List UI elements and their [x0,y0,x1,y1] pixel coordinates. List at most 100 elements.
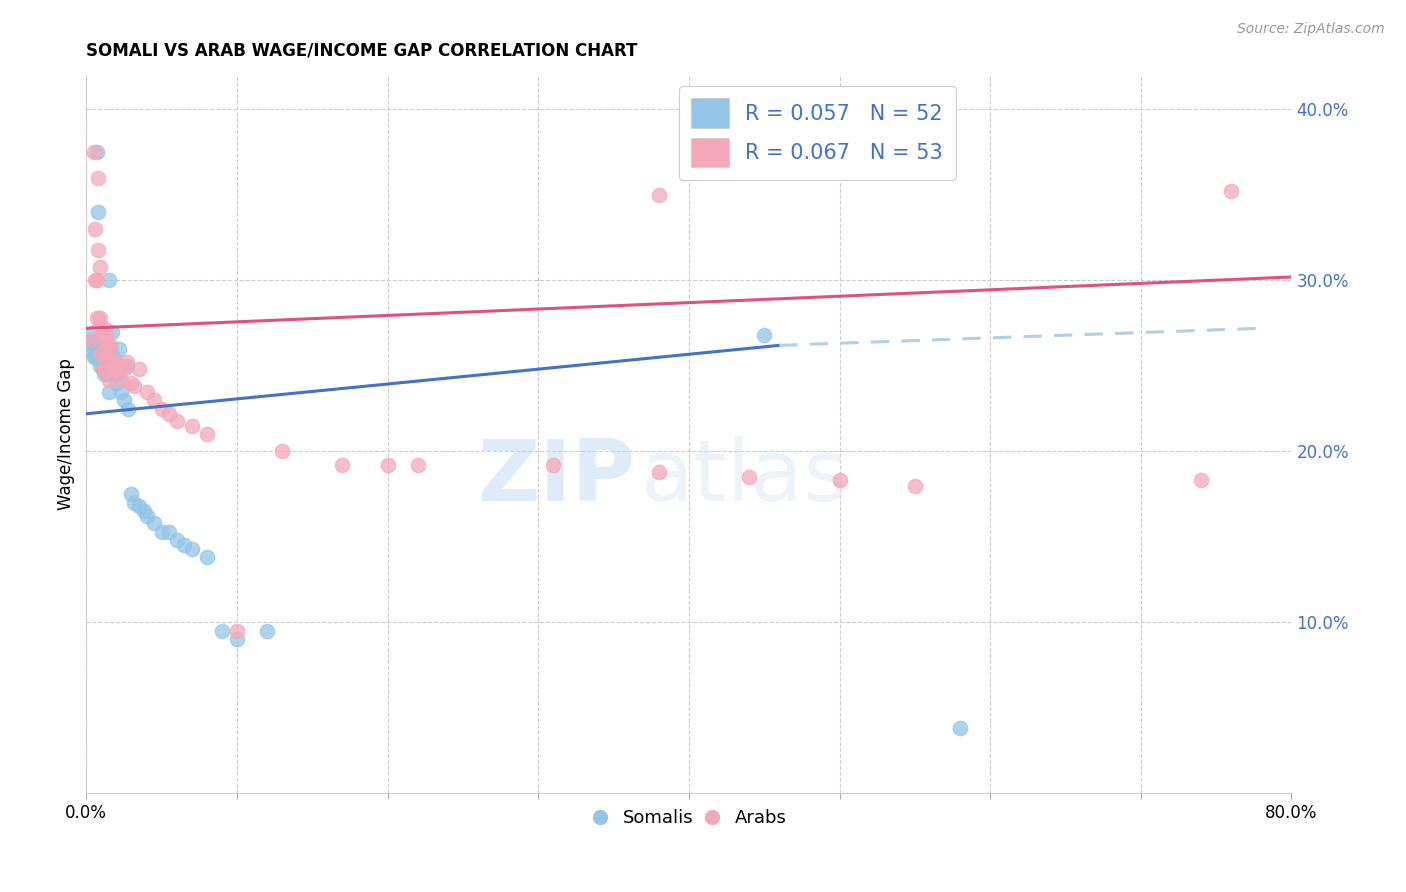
Point [104,362,127,376]
Point [226,632,249,647]
Point [115,355,138,369]
Point [121,376,143,390]
Point [105,376,128,390]
Point [1189,474,1212,488]
Point [94,328,117,343]
Point [112,393,135,408]
Point [180,541,202,556]
Point [166,533,188,548]
Point [166,414,188,428]
Text: Source: ZipAtlas.com: Source: ZipAtlas.com [1237,22,1385,37]
Point [135,509,157,524]
Point [93,321,115,335]
Text: ZIP: ZIP [477,436,634,519]
Point [90,353,112,368]
Point [211,624,233,638]
Point [124,496,146,510]
Point [1220,185,1243,199]
Point [135,384,157,399]
Point [80,333,103,347]
Point [86,311,108,326]
Point [93,359,115,373]
Point [96,338,118,352]
Text: atlas: atlas [641,436,849,519]
Point [150,524,173,539]
Point [86,273,108,287]
Point [90,345,112,359]
Point [195,550,218,565]
Point [828,474,851,488]
Point [94,362,117,376]
Point [108,342,131,356]
Point [543,458,565,472]
Point [86,345,108,359]
Point [117,401,139,416]
Point [143,516,166,531]
Point [103,351,125,365]
Point [101,362,124,376]
Point [949,722,972,736]
Point [94,362,117,376]
Point [90,347,112,361]
Point [128,499,150,513]
Point [93,368,115,382]
Point [82,336,104,351]
Point [904,478,927,492]
Point [83,325,105,339]
Point [143,393,166,408]
Point [157,524,180,539]
Point [112,362,135,376]
Point [173,538,195,552]
Point [79,342,101,356]
Point [226,624,249,638]
Point [89,359,111,373]
Point [107,362,129,376]
Point [91,345,114,359]
Point [101,325,124,339]
Point [121,487,143,501]
Point [180,418,202,433]
Point [87,243,110,257]
Point [754,328,776,343]
Point [97,345,120,359]
Point [91,362,114,376]
Point [84,222,107,236]
Point [84,349,107,363]
Point [377,458,399,472]
Point [150,401,173,416]
Point [84,273,107,287]
Point [89,260,111,274]
Legend: Somalis, Arabs: Somalis, Arabs [583,802,794,835]
Point [271,444,294,458]
Point [80,333,103,347]
Point [105,355,128,369]
Point [97,373,120,387]
Point [648,187,671,202]
Point [256,624,278,638]
Point [83,351,105,365]
Point [100,342,122,356]
Y-axis label: Wage/Income Gap: Wage/Income Gap [58,359,75,510]
Point [93,345,115,359]
Point [110,373,132,387]
Text: SOMALI VS ARAB WAGE/INCOME GAP CORRELATION CHART: SOMALI VS ARAB WAGE/INCOME GAP CORRELATI… [86,42,638,60]
Point [84,338,107,352]
Point [87,205,110,219]
Point [406,458,429,472]
Point [89,342,111,356]
Point [104,368,127,382]
Point [87,351,110,365]
Point [128,362,150,376]
Point [83,145,105,160]
Point [94,345,117,359]
Point [115,359,138,373]
Point [110,384,132,399]
Point [332,458,354,472]
Point [157,407,180,421]
Point [100,338,122,352]
Point [648,465,671,479]
Point [132,504,155,518]
Point [124,379,146,393]
Point [107,368,129,382]
Point [90,328,112,343]
